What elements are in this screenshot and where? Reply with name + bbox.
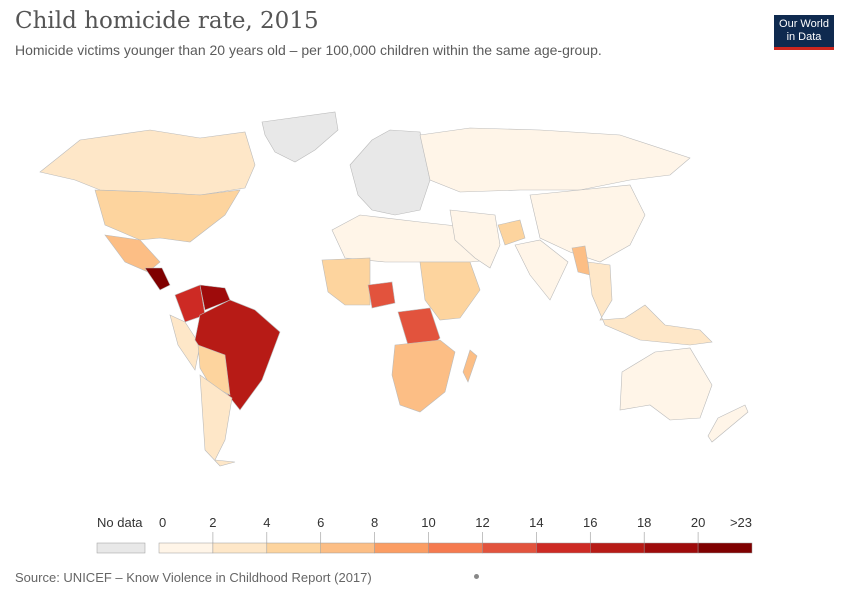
region-canada[interactable]: [39, 129, 256, 196]
legend-bin-1[interactable]: [212, 542, 268, 554]
legend-bin-9[interactable]: [643, 542, 699, 554]
legend-tick-label: 12: [475, 515, 489, 530]
legend-tick-label: 6: [317, 515, 324, 530]
logo-line-2: in Data: [786, 31, 822, 43]
legend-no-data-swatch[interactable]: [96, 542, 146, 554]
owid-logo[interactable]: Our World in Data: [774, 15, 834, 50]
legend-bin-2[interactable]: [266, 542, 321, 554]
region-afghanistan[interactable]: [497, 219, 526, 246]
region-central-america[interactable]: [144, 267, 171, 291]
region-usa[interactable]: [94, 189, 241, 243]
region-middle-east[interactable]: [449, 209, 501, 269]
chart-subtitle: Homicide victims younger than 20 years o…: [15, 42, 602, 58]
legend-tick-label: 10: [421, 515, 435, 530]
legend-bin-6[interactable]: [482, 542, 537, 554]
chart-title: Child homicide rate, 2015: [15, 8, 319, 34]
legend-tick-label: 0: [159, 515, 166, 530]
region-europe[interactable]: [349, 129, 431, 216]
legend-tick-label: 20: [691, 515, 705, 530]
legend-tick-label: 8: [371, 515, 378, 530]
region-west-africa[interactable]: [321, 257, 371, 306]
legend-bin-3[interactable]: [320, 542, 375, 554]
region-east-africa[interactable]: [419, 261, 481, 321]
legend-bin-4[interactable]: [374, 542, 429, 554]
region-greenland[interactable]: [261, 111, 339, 163]
legend-bin-8[interactable]: [590, 542, 645, 554]
legend-tick-label: 4: [263, 515, 270, 530]
region-peru-ecuador[interactable]: [169, 314, 201, 371]
region-nigeria[interactable]: [367, 281, 396, 309]
region-southern-africa[interactable]: [391, 339, 456, 413]
legend-tick-label: 2: [209, 515, 216, 530]
legend-bin-5[interactable]: [428, 542, 483, 554]
region-mexico[interactable]: [104, 234, 161, 273]
legend-bin-7[interactable]: [536, 542, 591, 554]
region-southeast-asia[interactable]: [587, 261, 713, 346]
legend-bin-10[interactable]: [697, 542, 753, 554]
legend-no-data-label: No data: [97, 515, 143, 530]
legend-tick-label: >23: [730, 515, 752, 530]
world-map: [39, 111, 749, 467]
region-new-zealand[interactable]: [707, 404, 749, 443]
region-argentina-chile[interactable]: [199, 374, 236, 467]
region-russia[interactable]: [419, 127, 691, 193]
legend-bin-0[interactable]: [158, 542, 214, 554]
source-note: Source: UNICEF – Know Violence in Childh…: [15, 570, 372, 585]
region-china[interactable]: [529, 184, 646, 263]
region-australia[interactable]: [619, 347, 713, 421]
region-india[interactable]: [514, 239, 569, 301]
legend-tick-label: 18: [637, 515, 651, 530]
legend-tick-label: 14: [529, 515, 543, 530]
logo-line-1: Our World: [779, 18, 829, 30]
timeline-handle[interactable]: [474, 574, 479, 579]
legend-tick-label: 16: [583, 515, 597, 530]
region-madagascar[interactable]: [462, 349, 478, 383]
